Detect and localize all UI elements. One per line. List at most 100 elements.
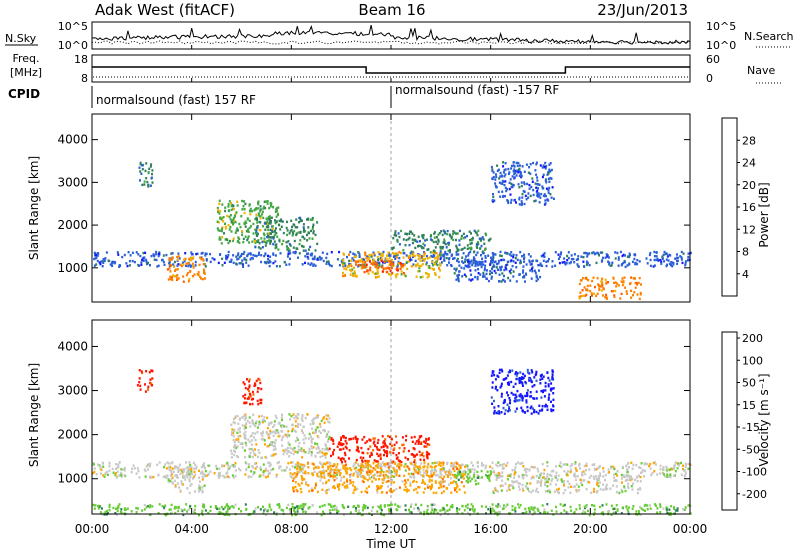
power-cell	[503, 268, 506, 272]
velocity-cell	[381, 481, 384, 485]
power-cell	[497, 262, 500, 265]
velocity-cell	[495, 463, 498, 466]
velocity-cell	[543, 511, 545, 514]
velocity-cell	[461, 472, 464, 476]
velocity-cell	[395, 472, 398, 475]
power-cell	[396, 238, 399, 242]
velocity-cell	[530, 369, 533, 372]
velocity-cell	[560, 478, 563, 481]
power-cell	[155, 252, 158, 256]
power-cell	[521, 255, 524, 258]
power-cell	[548, 163, 551, 166]
power-cell	[325, 262, 328, 265]
power-cell	[147, 185, 150, 188]
power-cell	[205, 259, 208, 262]
power-cell	[416, 240, 419, 243]
power-cell	[249, 210, 251, 213]
velocity-cell	[451, 481, 454, 484]
velocity-cell	[289, 475, 292, 478]
power-cell	[184, 252, 187, 255]
velocity-cell	[547, 385, 550, 388]
velocity-cell	[132, 464, 135, 467]
velocity-cell	[678, 464, 681, 467]
velocity-cell	[271, 431, 273, 434]
velocity-cell	[201, 464, 204, 467]
velocity-cell	[319, 455, 322, 459]
power-cell	[512, 256, 515, 259]
power-cell	[303, 237, 306, 240]
power-cell	[309, 263, 312, 266]
power-ytick-label: 1000	[57, 261, 88, 275]
power-cell	[394, 230, 397, 233]
power-cell	[623, 276, 626, 279]
velocity-cell	[313, 467, 315, 470]
power-cell	[660, 260, 663, 263]
velocity-cell	[312, 418, 315, 421]
velocity-cell	[650, 473, 653, 477]
velocity-cell	[234, 465, 237, 468]
power-cell	[448, 241, 451, 245]
velocity-cell	[486, 475, 489, 478]
power-cell	[236, 227, 239, 230]
velocity-cell	[593, 477, 596, 480]
power-cell	[511, 175, 514, 178]
power-cell	[181, 261, 184, 264]
power-cell	[242, 252, 245, 256]
power-cell	[275, 227, 277, 230]
power-cell	[111, 264, 114, 268]
velocity-cell	[232, 431, 235, 435]
velocity-cell	[435, 491, 438, 495]
velocity-cell	[341, 462, 344, 465]
power-cell	[543, 165, 546, 169]
power-cell	[352, 274, 355, 277]
power-cell	[365, 270, 368, 273]
power-cell	[632, 277, 635, 280]
velocity-cell	[397, 464, 400, 468]
velocity-cell	[304, 503, 307, 506]
velocity-cell	[165, 467, 168, 470]
power-cell	[271, 227, 274, 231]
velocity-cell	[336, 509, 338, 512]
velocity-cell	[257, 455, 259, 459]
power-cell	[469, 261, 472, 264]
velocity-cell	[215, 505, 218, 509]
power-cell	[306, 239, 309, 242]
power-cell	[202, 262, 205, 266]
power-cell	[481, 250, 484, 253]
velocity-cell	[516, 389, 519, 393]
velocity-cell	[238, 427, 241, 430]
velocity-cell	[420, 503, 423, 507]
power-cell	[276, 212, 279, 215]
velocity-cell	[325, 435, 328, 438]
velocity-cell	[392, 448, 395, 451]
velocity-cell	[302, 503, 305, 506]
power-cell	[224, 206, 227, 209]
velocity-cell	[668, 508, 671, 511]
power-cell	[585, 260, 588, 263]
velocity-cell	[417, 485, 420, 489]
velocity-cell	[586, 480, 589, 484]
freq-tick-top: 18	[74, 53, 88, 66]
power-cell	[425, 272, 427, 275]
power-cell	[342, 274, 344, 278]
velocity-cell	[251, 448, 254, 451]
power-cell	[433, 232, 436, 235]
velocity-cell	[183, 468, 186, 471]
power-cell	[372, 251, 375, 254]
velocity-cell	[332, 451, 334, 454]
velocity-cell	[474, 479, 477, 482]
velocity-cell	[241, 446, 244, 449]
power-cell	[224, 227, 227, 230]
velocity-cell	[480, 462, 483, 465]
velocity-cell	[411, 463, 414, 466]
velocity-cell	[237, 438, 240, 441]
power-cell	[544, 199, 547, 202]
velocity-cell	[141, 509, 144, 512]
power-cell	[312, 264, 315, 267]
velocity-cell	[321, 451, 324, 454]
velocity-cell	[361, 438, 364, 441]
velocity-cell	[659, 511, 662, 514]
velocity-cell	[430, 470, 433, 473]
velocity-cell	[576, 490, 579, 493]
